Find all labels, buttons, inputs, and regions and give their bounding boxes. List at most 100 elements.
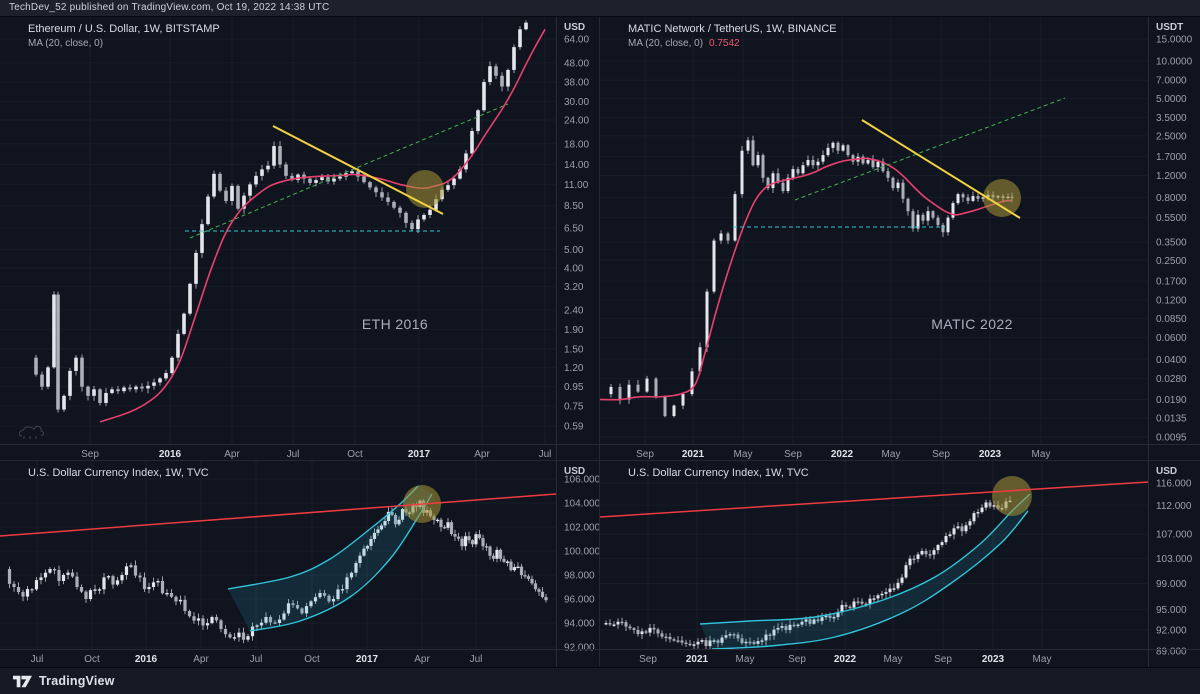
publish-info-bar: TechDev_52 published on TradingView.com,… (0, 0, 1200, 17)
price-tick-label: 3.20 (564, 282, 584, 293)
time-axis: Jul Oct 2016 Apr Jul Oct 2017 Apr Jul (0, 649, 599, 665)
price-tick-label: 0.0280 (1156, 374, 1187, 385)
price-tick-label: 2.5000 (1156, 131, 1187, 142)
price-tick-label: 116.000 (1156, 479, 1192, 490)
price-tick-label: 48.00 (564, 58, 589, 69)
price-tick-label: 96.000 (564, 595, 595, 606)
time-tick-label: 2022 (831, 449, 854, 460)
plot-layer (34, 20, 546, 423)
time-tick-label: May (1032, 449, 1051, 460)
time-tick-label: Jul (250, 654, 263, 665)
time-tick-label: Sep (932, 449, 950, 460)
footer-bar: TradingView (0, 667, 1200, 694)
price-tick-label: 1.7000 (1156, 152, 1187, 163)
highlight-circle (992, 476, 1032, 516)
price-tick-label: 0.1700 (1156, 277, 1187, 288)
grid-layer (36, 461, 477, 649)
price-tick-label: 0.2500 (1156, 256, 1187, 267)
time-tick-label: Jul (539, 449, 552, 460)
price-tick-label: 95.000 (1156, 605, 1187, 616)
price-tick-label: 1.90 (564, 325, 584, 336)
highlight-circle (983, 179, 1021, 217)
price-axis: USD 116.000 112.000 107.000 103.000 99.000 95.… (1148, 461, 1193, 667)
channel-fill (700, 494, 1030, 649)
panel-label: ETH 2016 (362, 316, 428, 332)
price-tick-label: 0.0600 (1156, 333, 1187, 344)
price-tick-label: 0.0850 (1156, 314, 1187, 325)
price-tick-label: 11.00 (564, 180, 589, 191)
price-tick-label: 14.00 (564, 160, 589, 171)
red-trendline (0, 493, 556, 537)
price-tick-label: 1.2000 (1156, 171, 1187, 182)
time-tick-label: Sep (81, 449, 99, 460)
time-tick-label: May (1033, 654, 1052, 665)
price-tick-label: 3.5000 (1156, 113, 1187, 124)
time-tick-label: May (736, 654, 755, 665)
price-tick-label: 102.000 (564, 523, 599, 534)
price-axis-unit: USD (1156, 466, 1177, 477)
tradingview-brand-name: TradingView (39, 674, 115, 688)
price-tick-label: 98.000 (564, 571, 595, 582)
time-tick-label: 2021 (682, 449, 705, 460)
time-tick-label: Sep (934, 654, 952, 665)
price-tick-label: 10.0000 (1156, 56, 1193, 67)
panel-label: MATIC 2022 (931, 316, 1013, 332)
price-tick-label: 7.0000 (1156, 76, 1187, 87)
price-tick-label: 1.20 (564, 363, 584, 374)
price-axis: USD 64.00 48.00 38.00 30.00 24.00 18.00 14.00 11… (556, 17, 589, 460)
chart-grid: ETH 2016 USD 64.00 48.00 38.00 30.00 24.00 18.0… (0, 17, 1200, 667)
red-trendline (600, 481, 1148, 518)
channel-bottom-line (711, 510, 1029, 649)
time-tick-label: Oct (84, 654, 100, 665)
price-tick-label: 24.00 (564, 115, 589, 126)
time-tick-label: May (734, 449, 753, 460)
time-tick-label: 2016 (159, 449, 182, 460)
matic-usdt-chart[interactable]: MATIC 2022 USDT 15.0000 10.0000 7.0000 5.0000… (600, 17, 1200, 460)
time-tick-label: Sep (636, 449, 654, 460)
time-tick-label: May (882, 449, 901, 460)
price-tick-label: 5.0000 (1156, 94, 1187, 105)
price-tick-label: 0.0135 (1156, 414, 1187, 425)
candles-layer (609, 135, 1014, 418)
yellow-trendline (272, 125, 444, 215)
dxy-2022-chart[interactable]: USD 116.000 112.000 107.000 103.000 99.000 95.… (600, 461, 1200, 667)
price-tick-label: 94.000 (564, 619, 595, 630)
time-tick-label: Jul (31, 654, 44, 665)
price-tick-label: 0.0190 (1156, 395, 1187, 406)
time-tick-label: Oct (347, 449, 363, 460)
panel-dxy-2016: USD 106.000 104.000 102.000 100.000 98.000 96.… (0, 461, 599, 667)
eth-usd-chart[interactable]: ETH 2016 USD 64.00 48.00 38.00 30.00 24.00 18.0… (0, 17, 599, 460)
tradingview-logo-icon (13, 675, 32, 687)
price-tick-label: 99.000 (1156, 579, 1187, 590)
price-axis-unit: USDT (1156, 22, 1183, 33)
time-tick-label: 2017 (356, 654, 379, 665)
panel-dxy-2022: USD 116.000 112.000 107.000 103.000 99.000 95.… (600, 461, 1200, 667)
price-tick-label: 2.40 (564, 306, 584, 317)
highlight-circle (406, 170, 444, 208)
price-tick-label: 8.50 (564, 201, 584, 212)
time-tick-label: Sep (788, 654, 806, 665)
time-axis: Sep 2021 May Sep 2022 May Sep 2023 May (600, 444, 1200, 460)
time-tick-label: Apr (193, 654, 209, 665)
time-tick-label: Apr (224, 449, 240, 460)
green-trendline (794, 97, 1066, 201)
yellow-trendline (861, 119, 1021, 219)
price-tick-label: 0.0400 (1156, 355, 1187, 366)
plot-layer (600, 97, 1066, 418)
price-tick-label: 92.000 (564, 643, 595, 654)
price-tick-label: 0.75 (564, 402, 584, 413)
time-tick-label: Jul (287, 449, 300, 460)
price-tick-label: 5.00 (564, 245, 584, 256)
price-tick-label: 4.00 (564, 263, 584, 274)
time-tick-label: 2023 (982, 654, 1005, 665)
publish-info-text: TechDev_52 published on TradingView.com,… (9, 2, 330, 13)
time-tick-label: 2022 (834, 654, 857, 665)
time-tick-label: Sep (784, 449, 802, 460)
time-tick-label: Apr (474, 449, 490, 460)
tradingview-brand-link[interactable]: TradingView (13, 674, 115, 688)
grid-layer (644, 17, 1042, 444)
price-tick-label: 0.1200 (1156, 295, 1187, 306)
